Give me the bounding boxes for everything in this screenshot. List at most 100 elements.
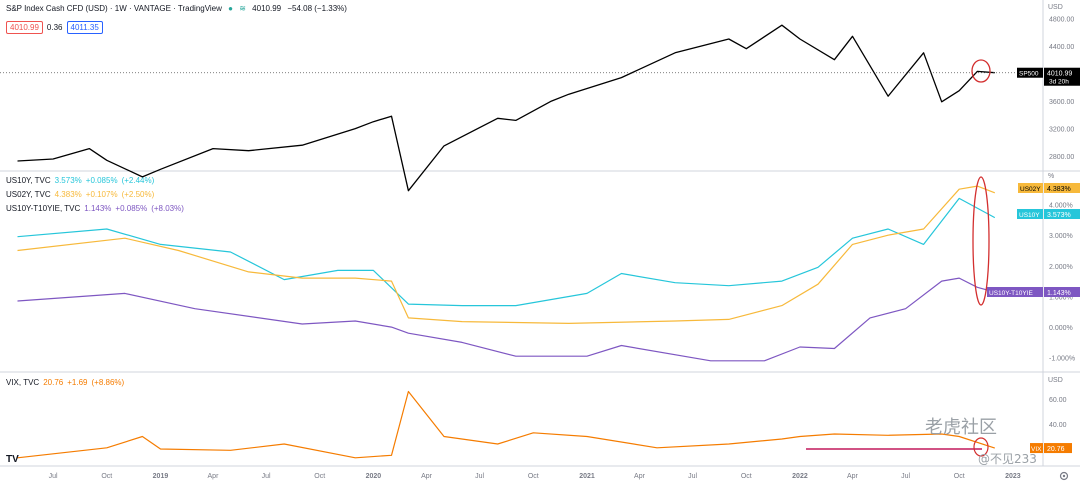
- price-tick-label: 2.000%: [1049, 264, 1073, 271]
- vix-line: [17, 390, 995, 459]
- legend-change: +0.085%: [115, 204, 148, 213]
- sp500-line: [17, 24, 995, 192]
- time-tick-label: Jul: [262, 473, 271, 480]
- time-tick-label: 2019: [153, 473, 169, 480]
- price-tick-label: -1.000%: [1049, 356, 1075, 363]
- watermark-text: 老虎社区: [925, 417, 997, 438]
- price-tick-label: 4800.00: [1049, 16, 1074, 23]
- real-yield-line: [17, 277, 995, 362]
- legend-change: +1.69: [67, 378, 88, 387]
- time-tick-label: Apr: [634, 473, 646, 480]
- time-tick-label: Jul: [475, 473, 484, 480]
- last-price: 4010.99: [252, 4, 282, 13]
- series-value-tag: [1044, 183, 1080, 193]
- bar-countdown: 3d 20h: [1049, 79, 1069, 86]
- spread-value: 0.36: [46, 23, 63, 32]
- vix-value-tag: [1044, 443, 1072, 454]
- legend-change: +0.107%: [85, 190, 118, 199]
- legend-pct: (+2.50%): [121, 190, 155, 199]
- legend-name: VIX, TVC: [6, 378, 40, 387]
- time-tick-label: 2020: [366, 473, 382, 480]
- currency-label: USD: [1048, 377, 1063, 384]
- tradingview-logo: TV: [6, 454, 19, 465]
- sell-button[interactable]: 4010.99: [6, 21, 43, 34]
- time-tick-label: Oct: [314, 473, 325, 480]
- watermark-handle: @不见233: [978, 452, 1037, 466]
- legend-value: 1.143%: [84, 204, 112, 213]
- series-value-tag: [1044, 209, 1080, 219]
- symbol-legend: S&P Index Cash CFD (USD) · 1W · VANTAGE …: [6, 4, 351, 13]
- price-tick-label: 4400.00: [1049, 44, 1074, 51]
- time-tick-label: Oct: [741, 473, 752, 480]
- symbol-title: S&P Index Cash CFD (USD) · 1W · VANTAGE …: [6, 4, 222, 13]
- series-tag-name: US10Y-T10YIE: [989, 290, 1034, 297]
- annotation-oval: [972, 176, 990, 306]
- market-open-dot-icon: ●: [228, 4, 233, 13]
- series-tag-value: 1.143%: [1047, 290, 1071, 297]
- legend-value: 4.383%: [54, 190, 82, 199]
- legend-us10y: US10Y, TVC 3.573% +0.085% (+2.44%): [6, 176, 158, 185]
- price-tick-label: 40.00: [1049, 422, 1067, 429]
- series-tag-value: 3.573%: [1047, 212, 1071, 219]
- time-tick-label: Jul: [688, 473, 697, 480]
- legend-name: US10Y, TVC: [6, 176, 51, 185]
- series-tag-name: US10Y: [1019, 212, 1040, 219]
- legend-us02y: US02Y, TVC 4.383% +0.107% (+2.50%): [6, 190, 158, 199]
- price-tick-label: 1.000%: [1049, 294, 1073, 301]
- last-price-tag-value: 4010.99: [1047, 71, 1072, 78]
- annotation-circle: [973, 437, 989, 457]
- percent-label: %: [1048, 173, 1054, 180]
- time-tick-label: Oct: [954, 473, 965, 480]
- time-tick-label: Jul: [49, 473, 58, 480]
- time-tick-label: Apr: [847, 473, 859, 480]
- price-tick-label: 3200.00: [1049, 127, 1074, 134]
- annotation-circle: [971, 59, 991, 83]
- sp500-tag-name: SP500: [1019, 71, 1039, 78]
- legend-vix: VIX, TVC 20.76 +1.69 (+8.86%): [6, 378, 128, 387]
- time-tick-label: 2022: [792, 473, 808, 480]
- series-value-tag: [1044, 287, 1080, 297]
- legend-change: +0.085%: [85, 176, 118, 185]
- wave-icon: ≋: [239, 4, 246, 13]
- time-tick-label: Oct: [101, 473, 112, 480]
- currency-label: USD: [1048, 4, 1063, 11]
- settings-gear-icon[interactable]: [1059, 471, 1069, 481]
- legend-name: US10Y-T10YIE, TVC: [6, 204, 81, 213]
- legend-pct: (+8.86%): [91, 378, 125, 387]
- series-tag: [1017, 209, 1043, 219]
- legend-pct: (+8.03%): [151, 204, 184, 213]
- us02y-line: [17, 185, 996, 324]
- vix-tag: [1030, 443, 1043, 454]
- legend-pct: (+2.44%): [121, 176, 155, 185]
- price-tick-label: 60.00: [1049, 397, 1067, 404]
- series-tag: [1018, 183, 1043, 193]
- series-tag: [987, 287, 1043, 297]
- last-price-tag: [1044, 67, 1080, 86]
- trade-buttons: 4010.99 0.36 4011.35: [6, 21, 107, 34]
- buy-button[interactable]: 4011.35: [66, 21, 103, 34]
- price-tick-label: 0.000%: [1049, 325, 1073, 332]
- time-tick-label: 2021: [579, 473, 595, 480]
- price-tick-label: 3.000%: [1049, 233, 1073, 240]
- gear-hub: [1062, 474, 1066, 478]
- gear-ring: [1059, 471, 1069, 481]
- time-tick-label: Oct: [528, 473, 539, 480]
- price-tick-label: 4.000%: [1049, 203, 1073, 210]
- legend-real-yield: US10Y-T10YIE, TVC 1.143% +0.085% (+8.03%): [6, 204, 188, 213]
- time-tick-label: Apr: [421, 473, 433, 480]
- price-change: −54.08 (−1.33%): [287, 4, 347, 13]
- price-tick-label: 3600.00: [1049, 99, 1074, 106]
- series-tag-name: US02Y: [1020, 186, 1041, 193]
- time-tick-label: Jul: [901, 473, 910, 480]
- vix-tag-name: VIX: [1031, 446, 1042, 453]
- legend-name: US02Y, TVC: [6, 190, 51, 199]
- price-tick-label: 2800.00: [1049, 154, 1074, 161]
- sp500-tag: [1017, 67, 1043, 78]
- time-tick-label: Apr: [208, 473, 220, 480]
- vix-tag-value: 20.76: [1047, 446, 1065, 453]
- time-tick-label: 2023: [1005, 473, 1021, 480]
- legend-value: 20.76: [43, 378, 64, 387]
- us10y-line: [17, 197, 996, 307]
- series-tag-value: 4.383%: [1047, 186, 1071, 193]
